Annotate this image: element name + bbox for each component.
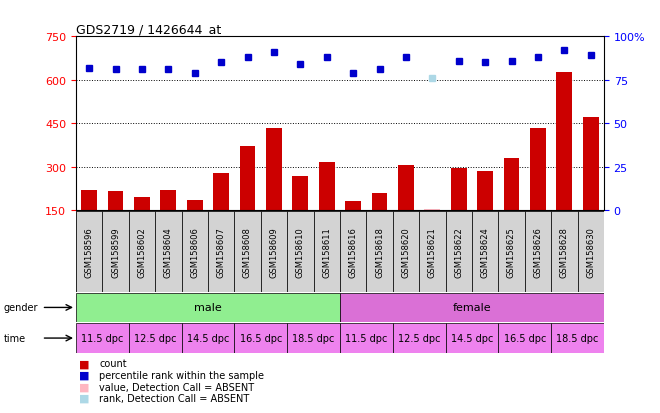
Bar — [498, 211, 525, 292]
Text: gender: gender — [3, 303, 38, 313]
Text: GSM158610: GSM158610 — [296, 226, 305, 277]
Bar — [234, 323, 287, 353]
Bar — [102, 211, 129, 292]
Bar — [398, 166, 414, 211]
Bar — [556, 73, 572, 211]
Text: GSM158622: GSM158622 — [454, 226, 463, 277]
Bar — [393, 211, 419, 292]
Text: GSM158604: GSM158604 — [164, 226, 173, 277]
Text: GSM158611: GSM158611 — [322, 226, 331, 277]
Bar — [345, 202, 361, 211]
Bar — [578, 211, 604, 292]
Text: percentile rank within the sample: percentile rank within the sample — [99, 370, 264, 380]
Text: time: time — [3, 333, 26, 343]
Bar — [108, 192, 123, 211]
Text: ■: ■ — [79, 370, 90, 380]
Bar — [240, 147, 255, 211]
Bar — [319, 163, 335, 211]
Text: 18.5 dpc: 18.5 dpc — [556, 333, 599, 343]
Text: rank, Detection Call = ABSENT: rank, Detection Call = ABSENT — [99, 393, 249, 403]
Bar — [340, 293, 604, 323]
Text: male: male — [194, 303, 222, 313]
Text: 16.5 dpc: 16.5 dpc — [240, 333, 282, 343]
Bar — [419, 211, 446, 292]
Text: ■: ■ — [79, 393, 90, 403]
Text: GSM158624: GSM158624 — [480, 226, 490, 277]
Bar — [261, 211, 287, 292]
Text: GSM158620: GSM158620 — [401, 226, 411, 277]
Text: GDS2719 / 1426644_at: GDS2719 / 1426644_at — [76, 23, 221, 36]
Text: 11.5 dpc: 11.5 dpc — [81, 333, 123, 343]
Text: GSM158599: GSM158599 — [111, 226, 120, 277]
Text: GSM158628: GSM158628 — [560, 226, 569, 277]
Text: GSM158630: GSM158630 — [586, 226, 595, 277]
Bar — [76, 211, 102, 292]
Text: 14.5 dpc: 14.5 dpc — [187, 333, 229, 343]
Bar — [160, 191, 176, 211]
Text: 12.5 dpc: 12.5 dpc — [134, 333, 176, 343]
Text: 18.5 dpc: 18.5 dpc — [292, 333, 335, 343]
Text: GSM158608: GSM158608 — [243, 226, 252, 277]
Text: value, Detection Call = ABSENT: value, Detection Call = ABSENT — [99, 382, 254, 392]
Text: count: count — [99, 358, 127, 368]
Bar — [76, 323, 129, 353]
Bar — [393, 323, 446, 353]
Text: ■: ■ — [79, 358, 90, 368]
Bar — [477, 172, 493, 211]
Bar — [372, 193, 387, 211]
Bar — [129, 211, 155, 292]
Text: 16.5 dpc: 16.5 dpc — [504, 333, 546, 343]
Bar — [182, 211, 208, 292]
Text: female: female — [453, 303, 491, 313]
Text: GSM158626: GSM158626 — [533, 226, 543, 277]
Bar — [583, 118, 599, 211]
Text: GSM158607: GSM158607 — [216, 226, 226, 277]
Bar — [213, 173, 229, 211]
Bar — [498, 323, 551, 353]
Text: GSM158616: GSM158616 — [348, 226, 358, 277]
Bar — [76, 293, 340, 323]
Bar — [314, 211, 340, 292]
Bar — [340, 211, 366, 292]
Text: 12.5 dpc: 12.5 dpc — [398, 333, 440, 343]
Text: GSM158602: GSM158602 — [137, 226, 147, 277]
Text: GSM158625: GSM158625 — [507, 226, 516, 277]
Bar — [525, 211, 551, 292]
Bar — [81, 190, 97, 211]
Bar — [292, 176, 308, 211]
Text: GSM158618: GSM158618 — [375, 226, 384, 277]
Text: 11.5 dpc: 11.5 dpc — [345, 333, 387, 343]
Text: ■: ■ — [79, 382, 90, 392]
Bar — [446, 211, 472, 292]
Bar — [530, 128, 546, 211]
Bar — [266, 128, 282, 211]
Bar — [134, 197, 150, 211]
Bar — [340, 323, 393, 353]
Bar — [208, 211, 234, 292]
Bar — [155, 211, 182, 292]
Text: GSM158606: GSM158606 — [190, 226, 199, 277]
Bar — [287, 323, 340, 353]
Bar — [472, 211, 498, 292]
Bar — [551, 211, 578, 292]
Bar — [287, 211, 314, 292]
Bar — [129, 323, 182, 353]
Text: GSM158596: GSM158596 — [84, 226, 94, 277]
Bar — [182, 323, 234, 353]
Bar — [366, 211, 393, 292]
Text: GSM158609: GSM158609 — [269, 226, 279, 277]
Bar — [451, 169, 467, 211]
Bar — [187, 200, 203, 211]
Bar — [551, 323, 604, 353]
Text: 14.5 dpc: 14.5 dpc — [451, 333, 493, 343]
Bar — [424, 209, 440, 211]
Bar — [234, 211, 261, 292]
Bar — [446, 323, 498, 353]
Bar — [504, 159, 519, 211]
Text: GSM158621: GSM158621 — [428, 226, 437, 277]
